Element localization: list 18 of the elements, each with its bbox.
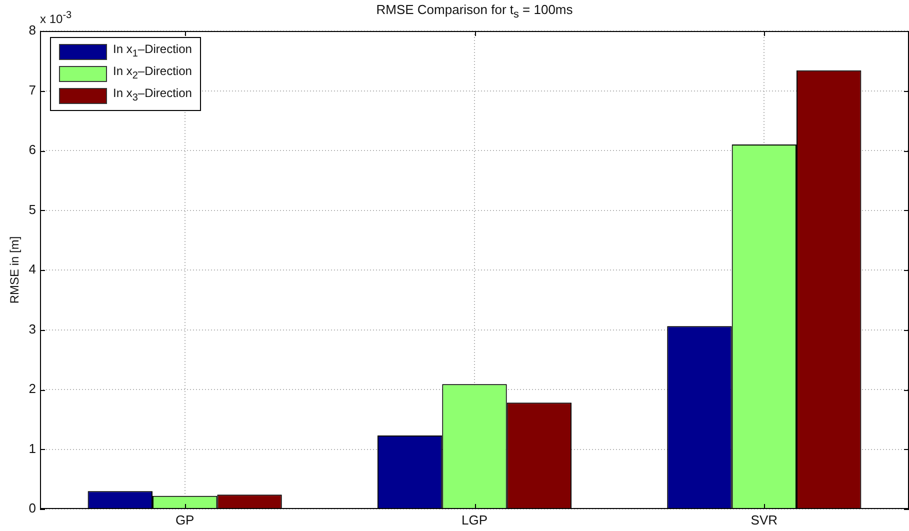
chart-title: RMSE Comparison for t$_{s}$ = 100ms — [376, 2, 573, 21]
y-tick-label: 8 — [28, 22, 36, 38]
x-tick-label: SVR — [750, 512, 778, 528]
text: x 10$^{-3}$ — [40, 10, 72, 26]
legend-label: In x$_{3}$–Direction — [113, 86, 192, 106]
y-tick-label: 4 — [28, 262, 36, 277]
y-tick-label: 6 — [28, 142, 36, 158]
y-tick-label: 7 — [28, 82, 36, 98]
y-tick-label: 1 — [28, 440, 36, 456]
legend-label: In x$_{1}$–Direction — [113, 42, 192, 62]
y-tick-label: 3 — [28, 321, 36, 336]
x-tick-label: LGP — [461, 512, 488, 528]
x-tick-label: GP — [175, 512, 194, 528]
y-tick-label: 2 — [28, 381, 36, 396]
y-axis-title: RMSE in [m] — [8, 236, 22, 304]
y-tick-label: 0 — [28, 500, 36, 516]
legend-label: In x$_{2}$–Direction — [113, 64, 192, 84]
y-tick-label: 5 — [28, 202, 36, 217]
